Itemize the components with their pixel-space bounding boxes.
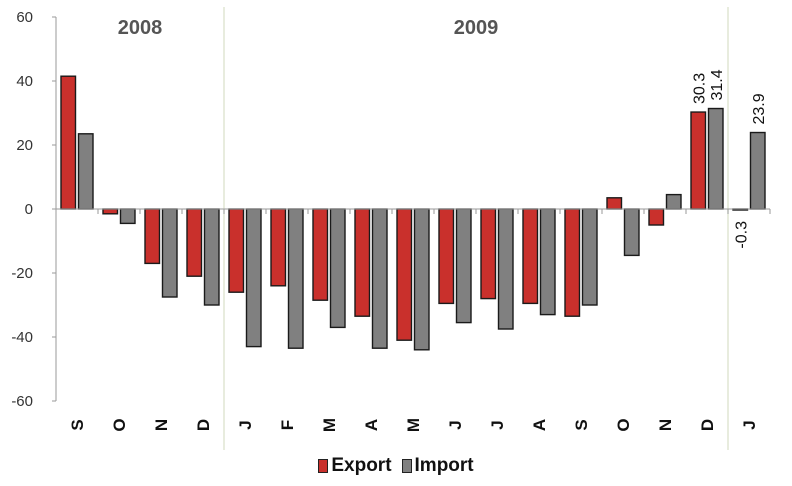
bar-import <box>77 133 94 210</box>
x-tick-label: D <box>194 419 213 431</box>
y-tick-label: 40 <box>16 73 33 90</box>
data-label: 23.9 <box>751 93 768 124</box>
x-tick-label: J <box>446 420 465 429</box>
legend-label-import: Import <box>414 455 474 476</box>
bar-export <box>606 197 623 210</box>
bar-import <box>119 208 136 225</box>
legend-item-export: Export <box>318 455 392 477</box>
y-tick-label: 20 <box>16 137 33 154</box>
x-tick-label: J <box>236 420 255 429</box>
bar-export <box>270 208 287 287</box>
bar-export <box>564 208 581 317</box>
y-tick-label: -40 <box>11 329 33 346</box>
legend-label-export: Export <box>331 455 392 476</box>
bar-import <box>413 208 430 351</box>
bar-import <box>161 208 178 298</box>
x-tick-label: N <box>656 419 675 431</box>
bar-export <box>60 75 77 210</box>
data-label: 30.3 <box>691 73 708 104</box>
chart-canvas: 60 40 20 0 -20 -40 -60 S O N D J F M A M J J A S O N D J 2008 200… <box>11 7 771 450</box>
legend: Export Import <box>0 455 792 477</box>
x-tick-label: O <box>110 418 129 431</box>
data-label: 31.4 <box>709 69 726 100</box>
bar-import <box>497 208 514 330</box>
year-label: 2008 <box>118 17 163 39</box>
bar-export <box>522 208 539 305</box>
x-tick-label: A <box>362 419 381 431</box>
bar-export <box>144 208 161 265</box>
bar-export <box>648 208 665 226</box>
bar-export <box>102 208 119 215</box>
bar-import <box>665 193 682 210</box>
bar-import <box>623 208 640 257</box>
y-tick-label: 60 <box>16 9 33 26</box>
x-tick-label: S <box>572 419 591 430</box>
bar-import <box>581 208 598 306</box>
data-label: -0.3 <box>733 221 750 249</box>
x-tick-label: J <box>740 420 759 429</box>
x-tick-label: J <box>488 420 507 429</box>
x-tick-label: D <box>698 419 717 431</box>
bar-export <box>354 208 371 317</box>
legend-swatch-export <box>318 459 329 473</box>
x-tick-label: F <box>278 420 297 430</box>
bar-export <box>690 111 707 210</box>
bar-import <box>287 208 304 349</box>
bar-import <box>371 208 388 349</box>
bar-import <box>707 107 724 210</box>
x-tick-label: N <box>152 419 171 431</box>
x-tick-label: A <box>530 419 549 431</box>
bar-import <box>749 131 766 210</box>
bar-export <box>312 208 329 301</box>
y-tick-label: -20 <box>11 265 33 282</box>
bar-export <box>480 208 497 300</box>
x-tick-label: O <box>614 418 633 431</box>
x-tick-label: M <box>320 418 339 432</box>
legend-swatch-import <box>401 459 412 473</box>
x-tick-label: S <box>68 419 87 430</box>
bar-import <box>245 208 262 348</box>
bar-import <box>329 208 346 329</box>
bar-export <box>186 208 203 277</box>
year-label: 2009 <box>454 17 499 39</box>
bar-export <box>438 208 455 305</box>
y-tick-label: 0 <box>25 201 33 218</box>
legend-item-import: Import <box>401 455 474 477</box>
y-tick-label: -60 <box>11 393 33 410</box>
x-tick-label: M <box>404 418 423 432</box>
bar-import <box>455 208 472 324</box>
bar-import <box>539 208 556 316</box>
bar-import <box>203 208 220 306</box>
bar-export <box>228 208 245 293</box>
bar-export <box>396 208 413 341</box>
